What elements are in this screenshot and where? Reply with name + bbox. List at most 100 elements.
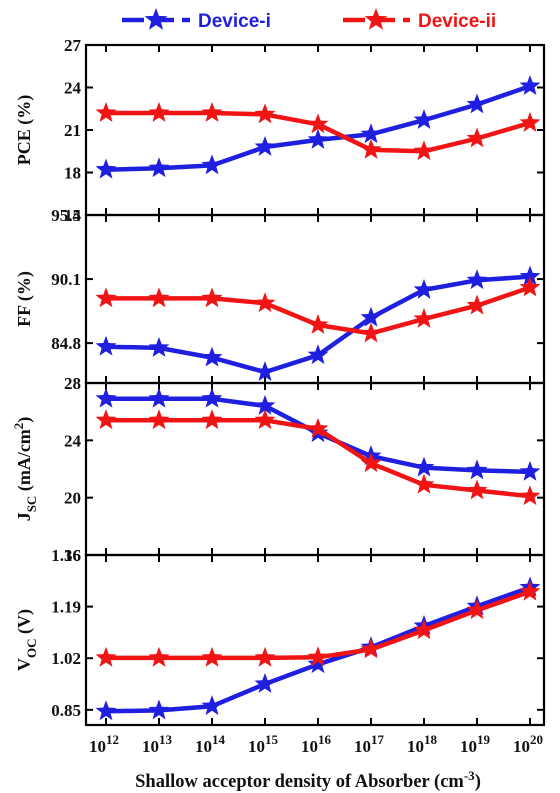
panels: 15 18 21 24 27 PCE (%) 84.8 90.1 95.4 FF (%) 16 20 2…	[11, 36, 546, 727]
y-tick-label-ff: 84.8	[51, 334, 81, 353]
legend-item-device-ii: Device-ii	[343, 8, 496, 32]
y-tick-label-pce: 24	[64, 79, 82, 98]
y-tick-label-pce: 15	[64, 206, 81, 225]
x-tick-base: 10	[513, 737, 530, 756]
x-tick-exponent: 16	[318, 732, 332, 747]
series-device-ii-jsc	[95, 409, 541, 506]
x-tick-base: 10	[354, 737, 371, 756]
y-tick-label-ff: 90.1	[51, 270, 81, 289]
legend: Device-i Device-ii	[122, 8, 496, 32]
y-axis-title-ff: FF (%)	[14, 271, 35, 327]
data-point-device-i-jsc	[254, 394, 276, 415]
y-tick-label-voc: 1.36	[51, 546, 81, 565]
x-tick-base: 10	[407, 737, 424, 756]
data-point-device-i-voc	[95, 700, 117, 721]
data-point-device-ii-jsc	[466, 479, 488, 500]
data-point-device-ii-pce	[201, 102, 223, 122]
x-axis-title-close: )	[475, 772, 481, 792]
data-point-device-ii-jsc	[148, 409, 170, 430]
data-point-device-i-ff	[254, 361, 276, 382]
x-tick-exponent: 20	[530, 732, 543, 747]
data-point-device-i-ff	[307, 344, 329, 365]
data-point-device-i-pce	[466, 93, 488, 114]
data-point-device-ii-jsc	[95, 409, 117, 430]
x-tick-exponent: 19	[477, 732, 491, 747]
data-point-device-ii-voc	[360, 638, 382, 659]
data-point-device-ii-jsc	[519, 485, 541, 506]
x-tick-exponent: 13	[159, 732, 173, 747]
data-point-device-i-jsc	[413, 456, 435, 477]
data-point-device-ii-jsc	[254, 409, 276, 430]
y-tick-label-jsc: 24	[64, 431, 82, 450]
y-tick-label-ff: 95.4	[51, 206, 81, 225]
data-point-device-ii-voc	[95, 646, 117, 667]
x-axis-title-sup: -3	[464, 768, 475, 783]
data-point-device-i-pce	[201, 154, 223, 175]
data-point-device-i-ff	[148, 336, 170, 357]
data-point-device-ii-pce	[95, 102, 117, 122]
x-tick-label: 1016	[301, 732, 332, 756]
data-point-device-ii-pce	[466, 127, 488, 148]
data-point-device-ii-jsc	[307, 417, 329, 438]
series-device-i-jsc	[95, 387, 541, 481]
y-title-sub-voc: OC	[24, 639, 39, 659]
y-title-main-voc: V	[14, 658, 34, 671]
data-point-device-ii-ff	[360, 322, 382, 343]
x-tick-exponent: 15	[265, 732, 279, 747]
data-point-device-ii-voc	[254, 646, 276, 667]
panel-jsc: 16 20 24 28 JSC (mA/cm2)	[11, 374, 546, 565]
data-point-device-ii-voc	[466, 599, 488, 620]
data-point-device-i-jsc	[466, 459, 488, 480]
x-tick-base: 10	[142, 737, 159, 756]
x-tick-label: 1012	[89, 732, 119, 756]
data-point-device-ii-ff	[519, 276, 541, 297]
y-tick-label-jsc: 20	[64, 489, 81, 508]
data-point-device-i-voc	[148, 699, 170, 720]
x-tick-base: 10	[89, 737, 106, 756]
legend-label-device-i: Device-i	[198, 11, 271, 32]
data-point-device-ii-ff	[95, 287, 117, 308]
y-tick-label-voc: 1.19	[51, 598, 81, 617]
data-point-device-ii-ff	[201, 287, 223, 308]
y-title-sub-jsc: SC	[24, 496, 39, 513]
series-device-ii-voc	[95, 580, 541, 667]
data-point-device-i-pce	[95, 158, 117, 179]
panel-frame-voc	[84, 553, 546, 727]
x-tick-exponent: 14	[212, 732, 226, 747]
data-point-device-ii-pce	[413, 140, 435, 161]
x-tick-label: 1015	[248, 732, 279, 756]
x-tick-label: 1017	[354, 732, 385, 756]
data-point-device-i-pce	[360, 123, 382, 144]
x-tick-label: 1020	[513, 732, 543, 756]
data-point-device-i-voc	[201, 695, 223, 716]
data-point-device-i-ff	[466, 269, 488, 290]
y-title-rest-voc: (V)	[14, 609, 35, 639]
legend-label-device-ii: Device-ii	[418, 11, 496, 32]
y-axis-title-pce: PCE (%)	[14, 95, 35, 166]
x-tick-label: 1014	[195, 732, 226, 756]
series-device-i-ff	[95, 265, 541, 382]
y-title-rest-jsc: (mA/cm	[14, 429, 35, 495]
data-point-device-i-jsc	[519, 460, 541, 481]
y-tick-label-pce: 21	[64, 121, 81, 140]
y-tick-label-pce: 18	[64, 164, 81, 183]
data-point-device-ii-jsc	[201, 409, 223, 430]
data-point-device-i-jsc	[95, 387, 117, 408]
data-point-device-i-pce	[148, 157, 170, 178]
data-point-device-ii-pce	[254, 103, 276, 124]
x-tick-base: 10	[248, 737, 265, 756]
data-point-device-ii-ff	[307, 313, 329, 334]
legend-star-device-ii	[364, 8, 388, 30]
series-device-ii-ff	[95, 276, 541, 343]
data-point-device-ii-voc	[148, 646, 170, 667]
y-title-sup-jsc: 2	[11, 423, 26, 430]
x-tick-exponent: 18	[424, 732, 438, 747]
data-point-device-ii-voc	[413, 619, 435, 640]
data-point-device-i-jsc	[148, 387, 170, 408]
x-tick-label: 1019	[460, 732, 491, 756]
y-tick-label-voc: 0.85	[51, 701, 81, 720]
x-tick-exponent: 17	[371, 732, 385, 747]
data-point-device-ii-ff	[466, 294, 488, 315]
data-point-device-i-pce	[519, 75, 541, 95]
